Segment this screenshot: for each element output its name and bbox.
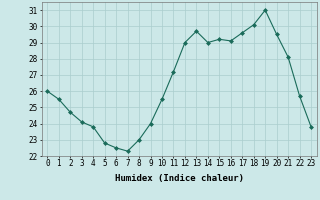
X-axis label: Humidex (Indice chaleur): Humidex (Indice chaleur)	[115, 174, 244, 183]
